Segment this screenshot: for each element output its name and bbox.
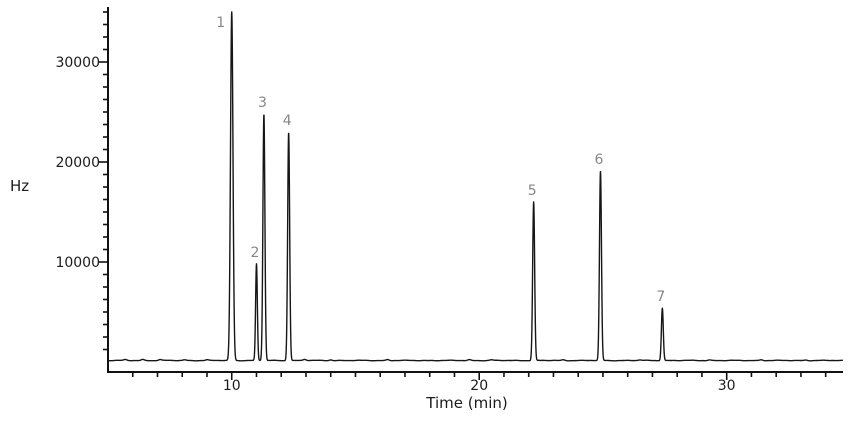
y-tick-label-10000: 10000 (55, 255, 100, 271)
chromatogram-trace (107, 11, 844, 362)
x-tick-label-20: 20 (470, 378, 488, 394)
axis-ticks (99, 11, 827, 380)
axis-lines (107, 7, 843, 373)
peak-label-3: 3 (258, 95, 267, 111)
x-tick-label-30: 30 (718, 378, 736, 394)
x-tick-label-10: 10 (223, 378, 241, 394)
x-axis-tick-labels: 10 20 30 (223, 378, 736, 394)
peak-label-5: 5 (528, 183, 537, 199)
y-tick-label-30000: 30000 (55, 55, 100, 71)
peak-label-4: 4 (283, 113, 292, 129)
x-axis-title: Time (min) (425, 394, 507, 412)
y-axis-tick-labels: 10000 20000 30000 (55, 55, 100, 271)
y-axis-title: Hz (10, 177, 29, 195)
y-tick-label-20000: 20000 (55, 155, 100, 171)
peak-labels: 1 2 3 4 5 6 7 (216, 15, 665, 305)
peak-label-6: 6 (595, 152, 604, 168)
peak-label-7: 7 (656, 289, 665, 305)
peak-label-1: 1 (216, 15, 225, 31)
peak-label-2: 2 (251, 245, 260, 261)
